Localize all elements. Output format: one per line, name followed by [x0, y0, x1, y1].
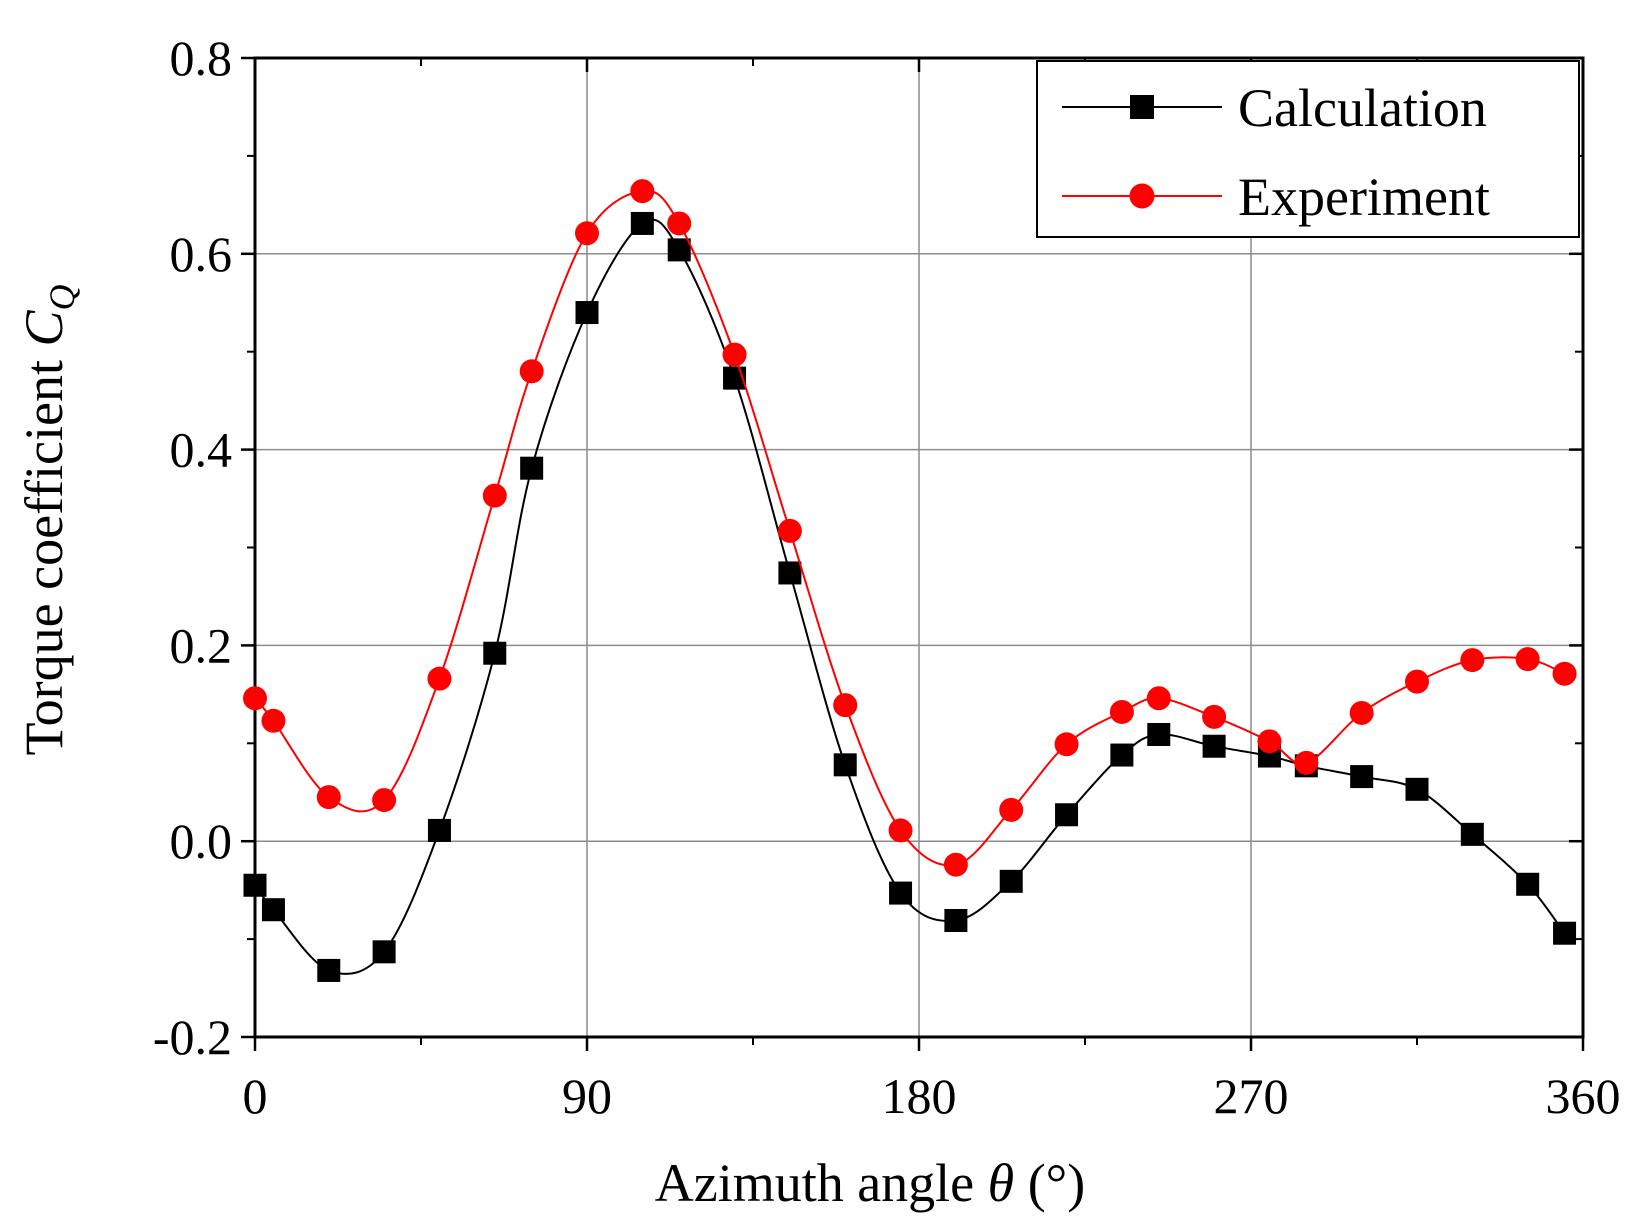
data-point-calculation	[778, 561, 802, 585]
data-point-experiment	[575, 221, 599, 246]
x-tick-label: 180	[882, 1068, 957, 1124]
data-point-experiment	[316, 785, 341, 810]
data-point-experiment	[1405, 669, 1429, 694]
data-point-calculation	[630, 211, 654, 235]
x-axis-title: Azimuth angle θ (°)	[655, 1153, 1086, 1213]
data-point-calculation	[1110, 743, 1134, 767]
data-point-experiment	[1109, 699, 1134, 724]
data-point-experiment	[1349, 700, 1374, 725]
data-point-calculation	[1055, 803, 1079, 827]
series-group	[243, 179, 1577, 982]
x-tick-label: 0	[243, 1068, 268, 1124]
data-point-calculation	[999, 869, 1023, 893]
data-point-experiment	[261, 708, 286, 733]
tick-labels: 0 90 180 270 360 -0.2 0.0 0.2 0.4 0.6 0.8	[153, 30, 1621, 1124]
data-point-experiment	[1146, 686, 1171, 711]
data-point-calculation	[833, 753, 857, 777]
data-point-calculation	[1350, 765, 1374, 789]
y-axis-title: Torque coefficient CQ	[14, 284, 82, 755]
data-point-calculation	[667, 238, 691, 262]
data-point-calculation	[317, 958, 341, 982]
data-point-experiment	[1552, 661, 1577, 686]
data-point-experiment	[1054, 732, 1079, 757]
data-point-calculation	[372, 940, 396, 964]
data-point-calculation	[575, 301, 599, 325]
data-point-experiment	[1515, 647, 1540, 672]
legend-label-experiment: Experiment	[1238, 167, 1490, 227]
data-point-experiment	[777, 518, 802, 543]
x-tick-label: 270	[1214, 1068, 1289, 1124]
data-point-calculation	[1405, 777, 1429, 801]
data-point-calculation	[1553, 921, 1577, 945]
data-point-experiment	[427, 666, 452, 691]
data-point-experiment	[372, 788, 397, 813]
series-experiment	[243, 179, 1577, 877]
y-tick-label: 0.2	[170, 617, 233, 673]
x-tick-label: 90	[562, 1068, 612, 1124]
data-point-experiment	[1202, 704, 1227, 729]
data-point-experiment	[833, 693, 858, 718]
series-line-calculation	[254, 218, 1566, 975]
legend: Calculation Experiment	[1036, 60, 1580, 238]
legend-box	[1036, 60, 1580, 238]
data-point-calculation	[1147, 722, 1171, 746]
data-point-calculation	[1460, 822, 1484, 846]
data-point-calculation	[483, 641, 507, 665]
data-point-experiment	[482, 483, 507, 508]
x-tick-label: 360	[1546, 1068, 1621, 1124]
data-point-experiment	[630, 179, 655, 204]
series-calculation	[243, 211, 1577, 982]
data-point-experiment	[888, 818, 913, 843]
legend-marker-calculation	[1130, 95, 1154, 119]
data-point-experiment	[999, 797, 1024, 822]
data-point-calculation	[427, 818, 451, 842]
data-point-calculation	[889, 881, 913, 905]
y-tick-label: 0.6	[170, 226, 233, 282]
data-point-calculation	[944, 908, 968, 932]
data-point-experiment	[519, 359, 544, 384]
data-point-experiment	[1294, 750, 1319, 775]
y-tick-label: -0.2	[153, 1009, 232, 1065]
y-tick-label: 0.8	[170, 30, 233, 86]
data-point-experiment	[667, 211, 692, 236]
series-line-experiment	[254, 189, 1565, 867]
data-point-experiment	[243, 686, 267, 711]
data-point-calculation	[520, 456, 544, 480]
data-point-calculation	[243, 873, 267, 897]
data-point-calculation	[1516, 872, 1540, 896]
y-tick-label: 0.0	[170, 813, 233, 869]
plot-frame	[241, 56, 1585, 1051]
data-point-experiment	[943, 852, 968, 877]
data-point-experiment	[1257, 729, 1282, 754]
legend-label-calculation: Calculation	[1238, 78, 1487, 138]
data-point-experiment	[722, 342, 747, 367]
legend-marker-experiment	[1129, 183, 1155, 209]
y-tick-label: 0.4	[170, 422, 233, 478]
data-point-calculation	[1202, 734, 1226, 758]
data-point-experiment	[1460, 648, 1485, 673]
data-point-calculation	[261, 898, 285, 922]
